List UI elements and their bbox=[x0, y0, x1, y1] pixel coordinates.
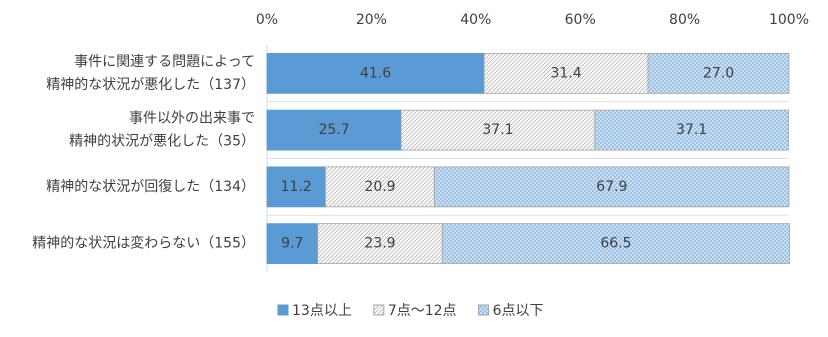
bar-segment bbox=[400, 109, 596, 151]
bar-segment bbox=[266, 52, 485, 94]
legend-label: 7点～12点 bbox=[388, 303, 457, 319]
x-tick-label: 40% bbox=[460, 12, 491, 28]
value-label: 27.0 bbox=[703, 65, 734, 81]
value-label: 23.9 bbox=[364, 236, 395, 252]
legend-swatch bbox=[373, 304, 385, 316]
x-tick-label: 100% bbox=[769, 12, 809, 28]
legend-swatch bbox=[277, 304, 289, 316]
bar-segment bbox=[647, 52, 790, 94]
value-label: 37.1 bbox=[482, 122, 513, 138]
x-tick-label: 20% bbox=[356, 12, 387, 28]
y-tick-label: 精神的な状況は変わらない（155） bbox=[32, 235, 255, 252]
y-tick-label: 精神的な状況が回復した（134） bbox=[46, 178, 255, 195]
y-tick-label: 精神的な状況が悪化した（137） bbox=[46, 77, 255, 93]
bar-segment bbox=[594, 109, 789, 151]
x-tick-label: 80% bbox=[669, 12, 700, 28]
value-label: 41.6 bbox=[360, 65, 391, 81]
y-tick-label: 事件以外の出来事で bbox=[129, 111, 255, 127]
legend-swatch bbox=[478, 304, 490, 316]
bar-segment bbox=[317, 223, 443, 265]
bar-segment bbox=[441, 223, 790, 265]
x-tick-label: 60% bbox=[565, 12, 596, 28]
value-label: 11.2 bbox=[281, 179, 312, 195]
legend-label: 6点以下 bbox=[493, 303, 544, 319]
value-label: 31.4 bbox=[551, 65, 582, 81]
value-label: 25.7 bbox=[318, 122, 349, 138]
value-label: 67.9 bbox=[596, 179, 627, 195]
bar-segment bbox=[266, 109, 402, 151]
y-tick-label: 精神的状況が悪化した（35） bbox=[69, 134, 255, 150]
value-label: 20.9 bbox=[364, 179, 395, 195]
legend-label: 13点以上 bbox=[292, 303, 352, 319]
x-tick-label: 0% bbox=[256, 12, 278, 28]
y-tick-label: 事件に関連する問題によって bbox=[74, 54, 255, 70]
value-label: 37.1 bbox=[676, 122, 707, 138]
value-label: 9.7 bbox=[281, 236, 303, 252]
bar-segment bbox=[483, 52, 649, 94]
value-label: 66.5 bbox=[600, 236, 631, 252]
bar-segment bbox=[266, 223, 319, 265]
bar-segment bbox=[434, 166, 790, 208]
